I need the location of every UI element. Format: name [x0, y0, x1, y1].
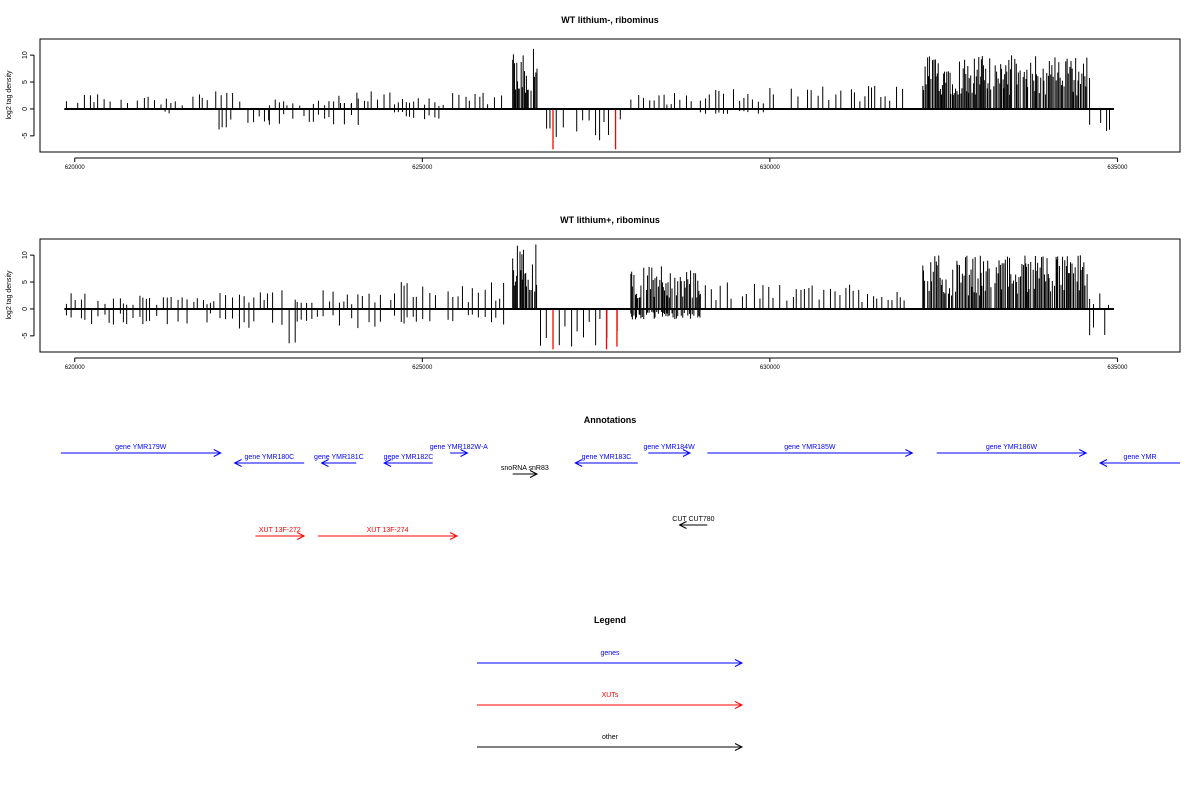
feature-arrow-head	[682, 449, 692, 457]
x-tick-label: 620000	[65, 365, 86, 371]
annotation-feature: gene YMR186W	[936, 444, 1088, 457]
feature-arrow-head	[449, 532, 459, 540]
feature-label: CUT CUT780	[672, 516, 714, 523]
legend-item: other	[477, 734, 744, 751]
feature-arrow-head	[734, 743, 744, 751]
x-tick-label: 630000	[760, 365, 781, 371]
feature-label: gene YMR	[1124, 454, 1157, 461]
y-tick-label: 0	[22, 307, 29, 311]
legend: Legend genes XUTs other	[477, 615, 744, 751]
legend-title: Legend	[594, 615, 626, 625]
legend-label: genes	[600, 650, 620, 657]
feature-arrow-head	[213, 449, 222, 457]
annotation-feature: snoRNA snR83	[501, 465, 549, 478]
annotation-feature: gene YMR181C	[314, 454, 364, 467]
panel-title: WT lithium+, ribominus	[560, 215, 660, 225]
feature-arrow-head	[678, 521, 687, 529]
x-axis: 620000 625000 630000 635000	[65, 357, 1128, 371]
feature-label: gene YMR180C	[245, 454, 295, 461]
density-bars	[65, 48, 1110, 141]
track-panel-lithium-minus: WT lithium-, ribominus log2 tag density …	[6, 15, 1181, 171]
feature-arrow-head	[382, 459, 392, 467]
annotation-feature: gene YMR184W	[643, 444, 695, 457]
feature-label: gene YMR181C	[314, 454, 364, 461]
feature-label: gene YMR184W	[643, 444, 695, 451]
panel-title: WT lithium-, ribominus	[561, 15, 659, 25]
feature-label: gepe YMR182C	[384, 454, 434, 461]
feature-arrow-head	[296, 532, 306, 540]
feature-label: gene YMR182W-A	[430, 444, 488, 451]
feature-arrow-head	[905, 449, 914, 457]
x-axis: 620000 625000 630000 635000	[65, 157, 1128, 171]
y-tick-label: -5	[22, 133, 29, 139]
feature-arrow-head	[529, 470, 539, 478]
y-axis: -5 0 5 10	[22, 51, 35, 139]
feature-arrow-head	[233, 459, 242, 467]
annotations-title: Annotations	[584, 415, 637, 425]
feature-label: gene YMR179W	[115, 444, 167, 451]
legend-items: genes XUTs other	[477, 650, 744, 751]
legend-label: other	[602, 734, 619, 741]
annotation-feature: gene YMR182W-A	[430, 444, 488, 457]
red-highlight-bars	[552, 308, 618, 350]
feature-label: XUT 13F-272	[259, 527, 301, 534]
y-axis-label: log2 tag density	[6, 270, 13, 320]
annotation-feature: XUT 13F-274	[318, 527, 459, 540]
y-tick-label: 10	[22, 51, 29, 59]
legend-item: XUTs	[477, 692, 744, 709]
annotation-feature: gene YMR185W	[707, 444, 914, 457]
plot-frame	[39, 38, 1181, 153]
track-panel-lithium-plus: WT lithium+, ribominus log2 tag density …	[6, 215, 1181, 371]
legend-label: XUTs	[602, 692, 619, 699]
y-tick-label: 5	[22, 280, 29, 284]
x-tick-label: 635000	[1107, 165, 1128, 171]
feature-arrow-head	[1078, 449, 1088, 457]
x-tick-label: 630000	[760, 165, 781, 171]
feature-label: snoRNA snR83	[501, 465, 549, 472]
annotation-feature: gene YMR179W	[60, 444, 222, 457]
annotation-feature: gene YMR180C	[233, 454, 305, 467]
feature-arrow-head	[574, 459, 583, 467]
legend-item: genes	[477, 650, 744, 667]
feature-label: gene YMR186W	[986, 444, 1038, 451]
feature-label: gene YMR183C	[582, 454, 632, 461]
y-axis: -5 0 5 10	[22, 251, 35, 339]
y-tick-label: 10	[22, 251, 29, 259]
y-tick-label: 5	[22, 80, 29, 84]
y-tick-label: -5	[22, 333, 29, 339]
density-bars	[65, 244, 1110, 347]
annotation-feature: CUT CUT780	[672, 516, 715, 529]
feature-arrow-head	[734, 659, 744, 667]
feature-arrow-head	[460, 449, 469, 457]
annotation-feature: gene YMR183C	[574, 454, 638, 467]
red-highlight-bars	[552, 108, 617, 150]
y-axis-label: log2 tag density	[6, 70, 13, 120]
annotation-feature: XUT 13F-272	[255, 527, 306, 540]
feature-arrow-head	[734, 701, 744, 709]
annotation-features: gene YMR179W gene YMR180C gene YMR181C gepe…	[60, 444, 1180, 540]
x-tick-label: 635000	[1107, 365, 1128, 371]
feature-arrow-head	[1098, 459, 1108, 467]
plot-frame	[39, 238, 1181, 353]
annotation-feature: gene YMR	[1098, 454, 1180, 467]
feature-label: XUT 13F-274	[367, 527, 409, 534]
x-tick-label: 625000	[412, 165, 433, 171]
annotation-feature: gepe YMR182C	[382, 454, 434, 467]
x-tick-label: 620000	[65, 165, 86, 171]
feature-arrow-head	[320, 459, 329, 467]
feature-label: gene YMR185W	[784, 444, 836, 451]
x-tick-label: 625000	[412, 365, 433, 371]
y-tick-label: 0	[22, 107, 29, 111]
